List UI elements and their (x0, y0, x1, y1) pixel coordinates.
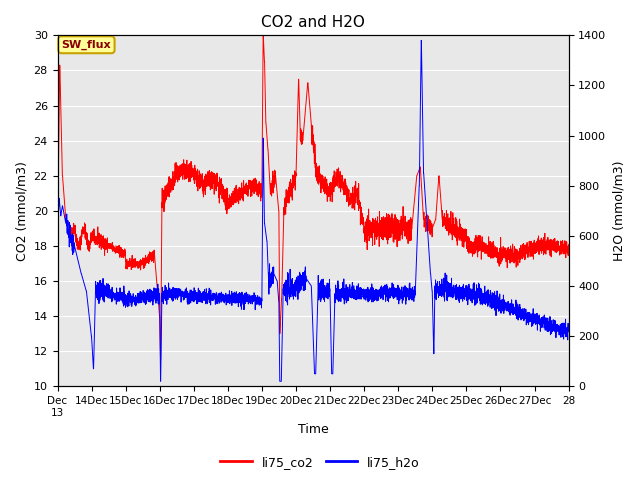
li75_h2o (549, 317, 557, 323)
Title: CO2 and H2O: CO2 and H2O (261, 15, 365, 30)
li75_h2o (296, 271, 304, 277)
li75_co2 (273, 184, 280, 190)
li75_co2 (524, 244, 532, 250)
Legend: li75_co2, li75_h2o: li75_co2, li75_h2o (215, 451, 425, 474)
Y-axis label: H2O (mmol/m3): H2O (mmol/m3) (612, 161, 625, 261)
li75_h2o (54, 233, 61, 239)
li75_co2 (297, 126, 305, 132)
li75_h2o (157, 378, 164, 384)
Y-axis label: CO2 (mmol/m3): CO2 (mmol/m3) (15, 161, 28, 261)
Text: SW_flux: SW_flux (61, 40, 111, 50)
li75_co2 (259, 33, 267, 38)
Line: li75_co2: li75_co2 (58, 36, 568, 360)
li75_h2o (425, 250, 433, 255)
li75_h2o (417, 37, 425, 43)
Line: li75_h2o: li75_h2o (58, 40, 568, 381)
li75_co2 (549, 241, 557, 247)
X-axis label: Time: Time (298, 423, 328, 436)
li75_co2 (54, 243, 61, 249)
li75_h2o (564, 327, 572, 333)
li75_h2o (269, 276, 276, 281)
li75_co2 (564, 242, 572, 248)
li75_co2 (157, 357, 164, 363)
li75_h2o (273, 276, 280, 282)
li75_h2o (524, 318, 532, 324)
li75_co2 (269, 181, 276, 187)
li75_co2 (425, 221, 433, 227)
